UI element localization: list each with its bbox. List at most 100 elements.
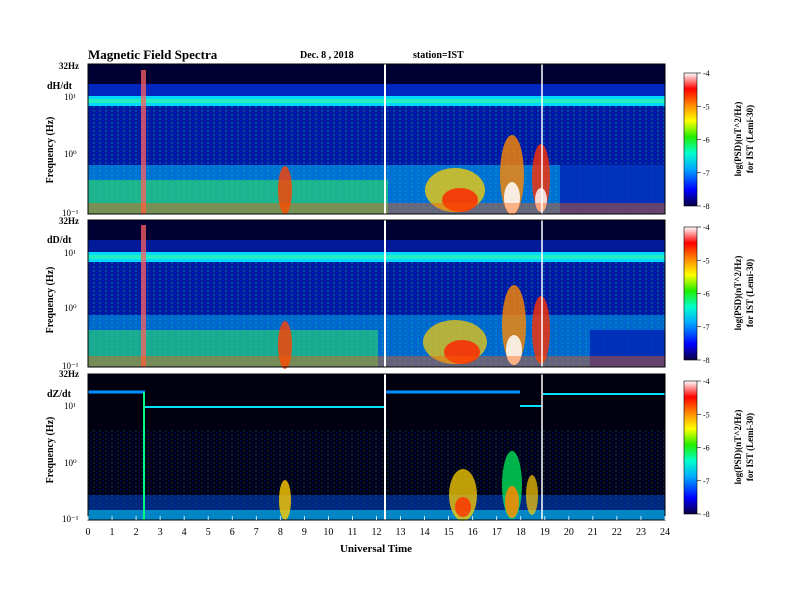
- x-tick-label: 17: [492, 527, 502, 538]
- x-tick-label: 2: [134, 527, 139, 538]
- colorbar-1: -4 -5 -6 -7 -8 log(PSD)(nT^2/Hz) for IST (Le…: [683, 69, 755, 211]
- x-tick-label: 0: [86, 527, 91, 538]
- panel-dh-tick-m1: 10⁻¹: [62, 208, 79, 218]
- x-axis-label: Universal Time: [340, 543, 412, 555]
- panel-dd-frame: [87, 219, 666, 368]
- burst: [506, 335, 522, 365]
- panel-dz-tick-0: 10⁰: [64, 458, 77, 468]
- panel-dd-tick-1: 10¹: [64, 248, 76, 258]
- x-tick-label: 20: [564, 527, 574, 538]
- x-tick-label: 23: [636, 527, 646, 538]
- x-tick-label: 7: [254, 527, 259, 538]
- panel-dz-component-label: dZ/dt: [47, 389, 72, 400]
- panel-dd-top-freq: 32Hz: [59, 216, 79, 226]
- x-tick-label: 13: [396, 527, 406, 538]
- panel-dd-component-label: dD/dt: [47, 235, 72, 246]
- colorbar-2-label: log(PSD)(nT^2/Hz): [733, 256, 743, 331]
- panel-dd: dD/dt 32Hz 10¹ 10⁰ 10⁻¹ Frequency (Hz): [45, 216, 666, 371]
- colorbar-3: -4 -5 -6 -7 -8 log(PSD)(nT^2/Hz) for IST (Le…: [683, 377, 755, 519]
- burst: [526, 475, 538, 515]
- panel-dz: dZ/dt 32Hz 10¹ 10⁰ 10⁻¹ Frequency (Hz): [45, 369, 666, 524]
- panel-dz-bursts: [143, 392, 538, 521]
- panel-dh-tick-0: 10⁰: [64, 149, 77, 159]
- colorbar-1-label: log(PSD)(nT^2/Hz): [733, 102, 743, 177]
- burst-floor: [88, 203, 665, 214]
- burst: [279, 480, 291, 520]
- panel-dh-low-green: [88, 180, 388, 214]
- x-tick-label: 18: [516, 527, 526, 538]
- colorbar-1-scale: [683, 72, 698, 207]
- panel-dz-top-freq: 32Hz: [59, 369, 79, 379]
- x-tick-label: 19: [540, 527, 550, 538]
- x-tick-label: 1: [110, 527, 115, 538]
- burst: [455, 497, 471, 517]
- panel-dh-top-band: [88, 64, 665, 84]
- station-label: station=IST: [413, 50, 464, 61]
- burst: [141, 225, 146, 367]
- panel-dd-low-green: [88, 330, 378, 367]
- colorbar-tick-label: -6: [703, 444, 710, 453]
- panel-dd-top-band: [88, 220, 665, 240]
- colorbar-tick-label: -8: [703, 356, 710, 365]
- panel-dh-ylabel: Frequency (Hz): [45, 117, 56, 184]
- colorbar-1-label-2: for IST (Lemi-30): [745, 105, 755, 173]
- panel-dh-top-freq: 32Hz: [59, 61, 79, 71]
- x-tick-label: 10: [323, 527, 333, 538]
- burst: [504, 182, 520, 214]
- x-tick-label: 22: [612, 527, 622, 538]
- x-axis: 0 1 2 3 4 5 6 7 8 9 10 11 12 13 14 15 16 17 18 19 20 21 22 23 24: [86, 516, 670, 538]
- panel-dd-tick-0: 10⁰: [64, 303, 77, 313]
- colorbar-2: -4 -5 -6 -7 -8 log(PSD)(nT^2/Hz) for IST (Le…: [683, 223, 755, 365]
- panel-dh-component-label: dH/dt: [47, 81, 73, 92]
- burst: [505, 486, 519, 518]
- colorbar-2-label-2: for IST (Lemi-30): [745, 259, 755, 327]
- panel-dh-noise-core: [88, 99, 665, 103]
- colorbar-3-label-2: for IST (Lemi-30): [745, 413, 755, 481]
- colorbar-tick-label: -8: [703, 510, 710, 519]
- x-tick-label: 6: [230, 527, 235, 538]
- colorbar-3-scale: [683, 380, 698, 515]
- burst: [532, 296, 550, 364]
- x-tick-label: 3: [158, 527, 163, 538]
- x-tick-label: 21: [588, 527, 598, 538]
- colorbar-tick-label: -4: [703, 69, 710, 78]
- panel-dh-bursts: [88, 70, 665, 215]
- colorbar-tick-label: -5: [703, 256, 710, 265]
- colorbar-tick-label: -7: [703, 323, 710, 332]
- colorbar-2-scale: [683, 226, 698, 361]
- x-tick-label: 9: [302, 527, 307, 538]
- x-tick-label: 15: [444, 527, 454, 538]
- panel-dd-tick-m1: 10⁻¹: [62, 361, 79, 371]
- x-tick-label: 24: [660, 527, 670, 538]
- colorbar-tick-label: -4: [703, 377, 710, 386]
- panel-dh-frame: [87, 63, 666, 215]
- colorbar-tick-label: -4: [703, 223, 710, 232]
- colorbar-3-label: log(PSD)(nT^2/Hz): [733, 410, 743, 485]
- colorbar-tick-label: -7: [703, 169, 710, 178]
- panel-dh-quiet-night: [560, 165, 665, 214]
- figure-title: Magnetic Field Spectra: [88, 47, 218, 62]
- x-tick-label: 4: [182, 527, 187, 538]
- x-tick-label: 12: [372, 527, 382, 538]
- burst: [535, 188, 547, 212]
- burst: [444, 340, 480, 364]
- colorbar-tick-label: -6: [703, 136, 710, 145]
- panel-dd-noise-core: [88, 255, 665, 259]
- colorbar-tick-label: -7: [703, 477, 710, 486]
- colorbar-tick-label: -5: [703, 410, 710, 419]
- x-tick-label: 8: [278, 527, 283, 538]
- panel-dh-tick-1: 10¹: [64, 92, 76, 102]
- x-tick-label: 11: [348, 527, 358, 538]
- panel-dd-quiet-night: [590, 330, 665, 367]
- panel-dh-upper-band: [88, 84, 665, 96]
- panel-dd-ylabel: Frequency (Hz): [45, 267, 56, 334]
- x-tick-label: 14: [420, 527, 430, 538]
- colorbar-tick-label: -6: [703, 290, 710, 299]
- panel-dh: dH/dt 32Hz 10¹ 10⁰ 10⁻¹ Frequency (Hz): [45, 61, 666, 218]
- burst: [141, 70, 146, 214]
- panel-dd-bursts: [88, 225, 665, 369]
- burst: [278, 321, 292, 369]
- panel-dz-tick-1: 10¹: [64, 401, 76, 411]
- colorbar-tick-label: -5: [703, 102, 710, 111]
